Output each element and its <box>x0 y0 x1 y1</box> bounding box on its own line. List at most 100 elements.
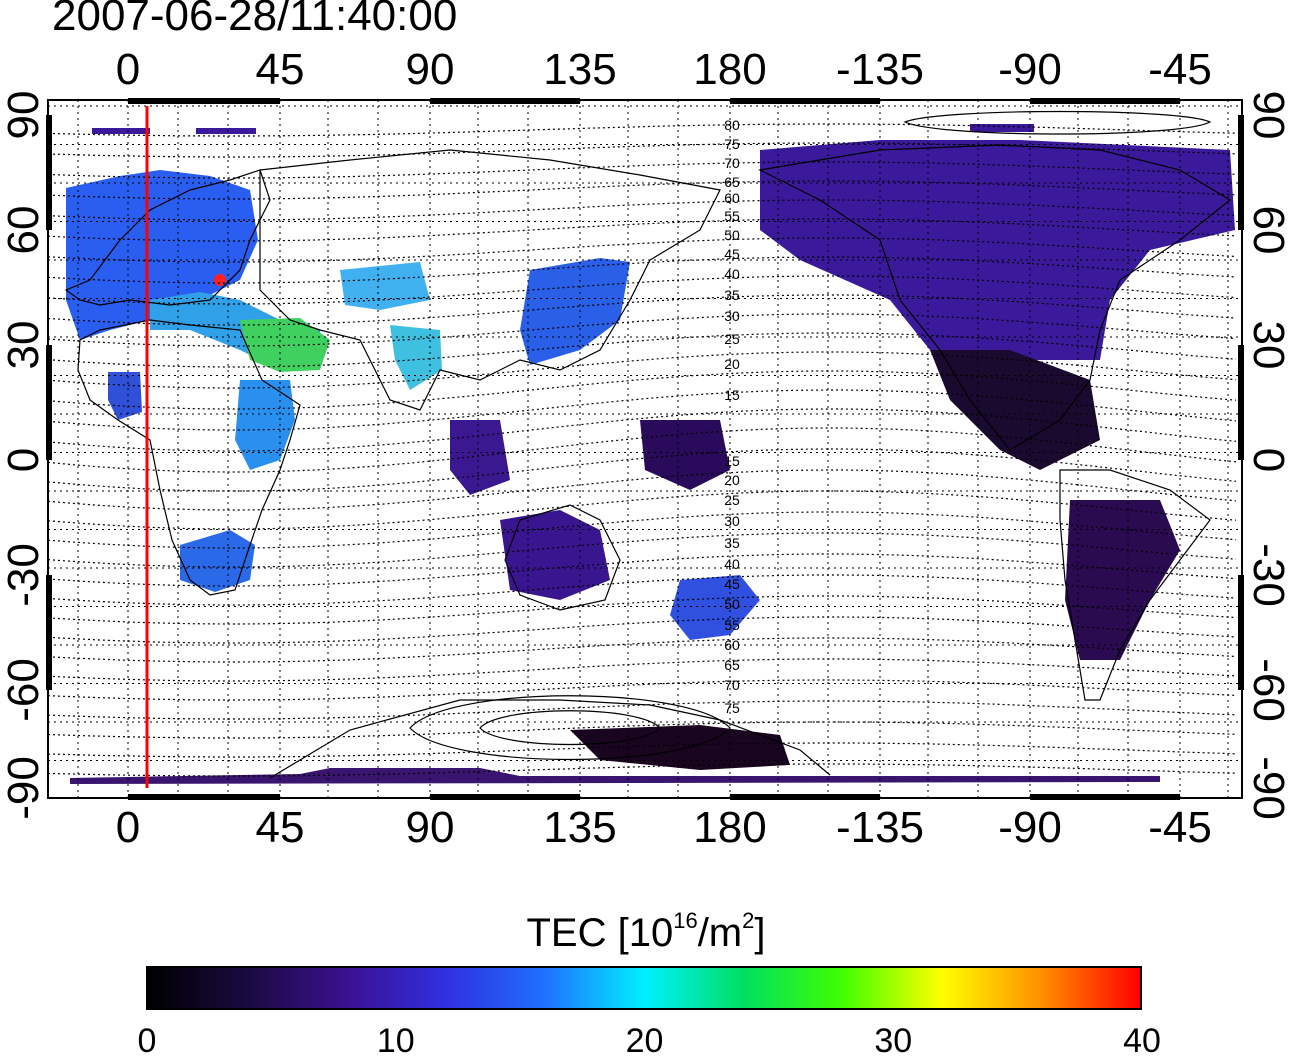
magnetic-contour-line <box>48 721 1237 739</box>
south-america-coast <box>1059 469 1211 701</box>
magnetic-contour-line <box>48 553 1237 587</box>
magnetic-contour-line <box>48 574 1237 606</box>
magnetic-contour-line <box>48 161 1237 179</box>
new-zealand-patch <box>670 575 760 640</box>
bottom-lon-tick: -45 <box>1148 803 1212 852</box>
magnetic-contour-line <box>48 511 1237 549</box>
top-lon-tick: 90 <box>405 45 455 94</box>
magnetic-contour-line <box>48 408 1237 452</box>
colorbar-tick-label: 20 <box>625 1022 664 1060</box>
south-america-patch <box>1065 500 1180 660</box>
contour-label: 65 <box>724 657 740 673</box>
contour-label: 25 <box>724 492 740 508</box>
pacific-scatter-patch <box>640 420 730 490</box>
africa-coast <box>77 319 301 596</box>
north-america-coast <box>758 144 1232 451</box>
top-lon-tick: -45 <box>1148 45 1212 94</box>
contour-label: 70 <box>724 677 740 693</box>
magnetic-contour-line <box>48 490 1237 530</box>
magnetic-contour-line <box>48 332 1237 368</box>
south-pole-band <box>70 768 1160 784</box>
magnetic-latitude-contours <box>48 110 1237 777</box>
contour-label: 35 <box>724 287 740 303</box>
east-africa-patch <box>235 380 295 470</box>
contour-labels: 8075706560555045403530252015152025303540… <box>724 117 740 716</box>
contour-label: 30 <box>724 308 740 324</box>
contour-label: 60 <box>724 190 740 206</box>
magnetic-contour-line <box>48 448 1237 492</box>
europe-patch <box>66 170 258 340</box>
magnetic-contour-line <box>48 658 1237 682</box>
contour-label: 15 <box>724 387 740 403</box>
magnetic-contour-line <box>48 218 1237 242</box>
southern-africa-patch <box>180 530 255 592</box>
colorbar-title: TEC [1016/m2] <box>0 908 1292 955</box>
magnetic-contour-line <box>48 237 1237 263</box>
colorbar-title-mid: /m <box>697 911 743 955</box>
bottom-lon-tick: -135 <box>835 803 925 852</box>
bottom-lon-tick: 180 <box>693 803 767 852</box>
top-lon-tick: -135 <box>835 45 925 94</box>
colorbar-tick-label: 30 <box>874 1022 913 1060</box>
middle-east-patch <box>240 318 330 372</box>
top-lon-tick: 0 <box>115 45 141 94</box>
magnetic-contour-line <box>48 370 1237 410</box>
magnetic-contour-line <box>48 389 1237 431</box>
contour-label: 15 <box>724 453 740 469</box>
colorbar-tick-label: 10 <box>376 1022 415 1060</box>
contour-label: 45 <box>724 576 740 592</box>
contour-label: 20 <box>724 356 740 372</box>
colorbar-tick-label: 40 <box>1123 1022 1161 1060</box>
magnetic-contour-line <box>48 199 1237 221</box>
north-pole-oval <box>903 110 1212 135</box>
india-patch <box>390 325 442 390</box>
southeast-asia-patch <box>450 420 510 495</box>
contour-label: 40 <box>724 266 740 282</box>
frame-ticks <box>46 98 1244 800</box>
timestamp: 2007-06-28/11:40:00 <box>52 0 458 40</box>
contour-label: 35 <box>724 535 740 551</box>
antarctica-patch <box>570 725 790 770</box>
mexico-patch <box>930 350 1100 470</box>
contour-label: 30 <box>724 513 740 529</box>
magnetic-contour-line <box>48 313 1237 347</box>
contour-label: 75 <box>724 700 740 716</box>
lat-lon-grid <box>48 100 1242 798</box>
west-africa-patch <box>108 372 142 420</box>
magnetic-contour-line <box>48 616 1237 644</box>
tec-colorbar <box>146 966 1142 1010</box>
north-america-patch <box>760 140 1235 360</box>
colorbar-title-exp1: 16 <box>673 908 698 933</box>
magnetic-contour-line <box>48 763 1237 777</box>
contour-label: 55 <box>724 617 740 633</box>
bottom-lon-tick: 90 <box>405 803 455 852</box>
bottom-lon-tick: 0 <box>115 803 141 852</box>
antarctica-coast <box>269 699 831 779</box>
magnetic-contour-line <box>48 180 1237 200</box>
contour-label: 55 <box>724 208 740 224</box>
contour-label: 20 <box>724 472 740 488</box>
contour-label: 80 <box>724 117 740 133</box>
colorbar-title-exp2: 2 <box>742 908 755 933</box>
top-lon-tick: 135 <box>543 45 617 94</box>
top-lon-tick: -90 <box>998 45 1062 94</box>
top-lon-tick: 180 <box>693 45 767 94</box>
coastlines <box>64 144 1232 779</box>
bottom-lon-tick: 135 <box>543 803 617 852</box>
top-lon-tick: 45 <box>255 45 305 94</box>
magnetic-contour-line <box>48 123 1237 137</box>
colorbar-title-suffix: ] <box>754 911 766 955</box>
contour-label: 50 <box>724 227 740 243</box>
magnetic-contour-line <box>48 679 1237 701</box>
contour-label: 45 <box>724 246 740 262</box>
south-pole-oval-inner <box>479 710 661 746</box>
contour-label: 65 <box>724 174 740 190</box>
magnetic-contour-line <box>48 427 1237 473</box>
magnetic-contour-line <box>48 275 1237 305</box>
tec-hotspot <box>214 274 226 286</box>
bottom-lon-tick: -90 <box>998 803 1062 852</box>
bottom-lon-tick: 45 <box>255 803 305 852</box>
colorbar-title-prefix: TEC [10 <box>526 911 674 955</box>
magnetic-contour-line <box>48 742 1237 758</box>
